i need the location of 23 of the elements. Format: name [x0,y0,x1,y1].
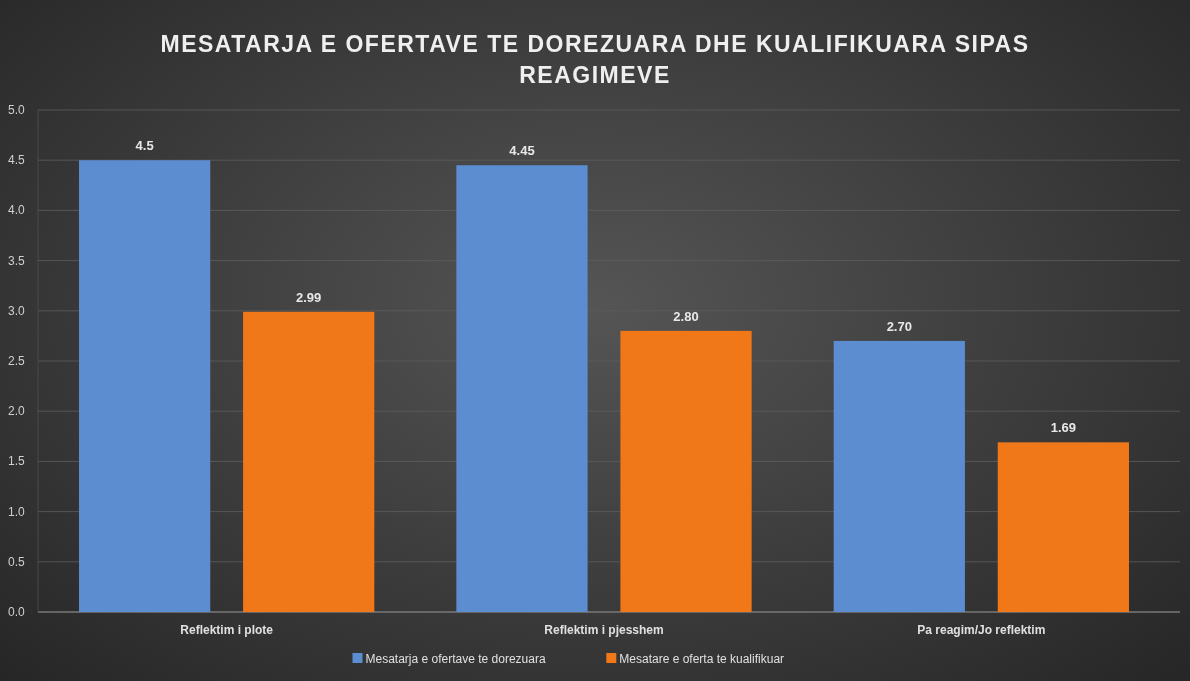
data-label: 2.99 [296,289,322,305]
y-tick-label: 2.0 [8,404,26,419]
y-tick-label: 5.0 [8,103,26,117]
y-tick-label: 1.0 [8,504,26,519]
y-tick-label: 3.0 [8,303,26,318]
data-label: 2.80 [673,308,699,324]
x-tick-label: Pa reagim/Jo reflektim [917,623,1046,637]
y-tick-label: 0.5 [8,554,26,569]
data-label: 2.70 [886,318,912,334]
data-label: 4.45 [509,143,535,159]
x-tick-label: Reflektim i plote [180,623,274,637]
y-tick-label: 3.5 [8,253,26,268]
x-tick-label: Reflektim i pjesshem [544,623,664,637]
legend-label: Mesatare e oferta te kualifikuar [619,652,785,666]
legend-label: Mesatarja e ofertave te dorezuara [365,652,546,666]
y-tick-label: 2.5 [8,354,26,368]
y-tick-label: 0.0 [8,605,26,619]
data-label: 1.69 [1050,420,1077,436]
y-tick-label: 1.5 [8,454,26,469]
y-tick-label: 4.0 [8,203,26,218]
data-label: 4.5 [135,138,154,154]
chart-title: MESATARJA E OFERTAVE TE DOREZUARA DHE KUALIFIKUARA SIPAS REAGIMEVE [160,31,1030,88]
y-tick-label: 4.5 [8,153,26,168]
